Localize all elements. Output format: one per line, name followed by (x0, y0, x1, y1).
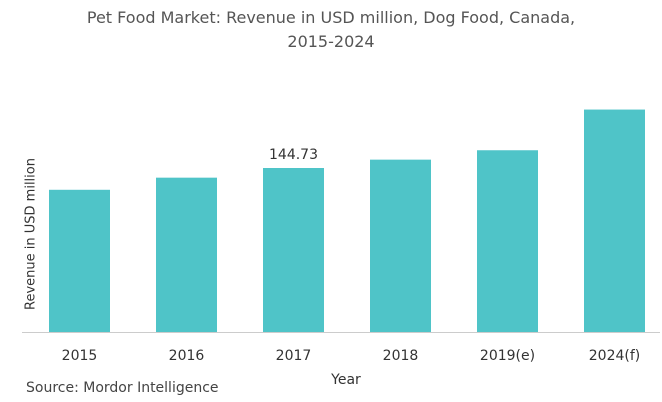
x-axis-label: Year (330, 372, 361, 388)
bar-2019(e) (477, 150, 538, 332)
y-axis-label: Revenue in USD million (23, 158, 39, 310)
source-note: Source: Mordor Intelligence (26, 380, 219, 396)
x-tick-label: 2017 (276, 348, 312, 364)
chart-title: Pet Food Market: Revenue in USD million,… (0, 6, 662, 54)
x-tick-label: 2016 (169, 348, 205, 364)
x-tick-label: 2024(f) (589, 348, 640, 364)
bar-2016 (156, 177, 217, 332)
chart-title-line-1: Pet Food Market: Revenue in USD million,… (86, 8, 576, 27)
chart-title-line-2: 2015-2024 (287, 32, 375, 51)
x-tick-label: 2015 (62, 348, 98, 364)
bar-2015 (49, 189, 110, 332)
bar-2017 (263, 168, 324, 332)
bar-2018 (370, 159, 431, 332)
bar-2024(f) (584, 109, 645, 332)
data-label: 144.73 (269, 147, 318, 163)
x-tick-label: 2018 (383, 348, 419, 364)
x-tick-label: 2019(e) (480, 348, 535, 364)
